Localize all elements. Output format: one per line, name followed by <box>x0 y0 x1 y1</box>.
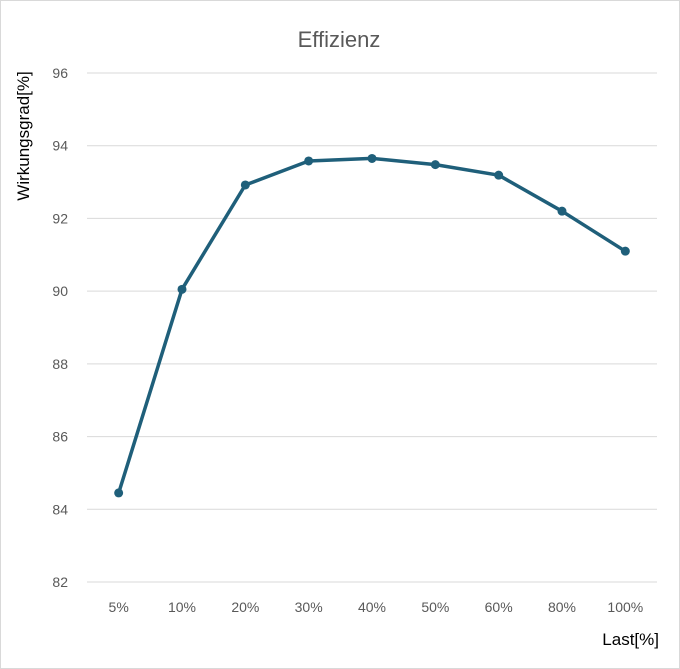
x-tick-label: 80% <box>548 599 576 615</box>
x-tick-label: 5% <box>109 599 129 615</box>
data-point <box>557 206 567 216</box>
data-point <box>494 170 504 180</box>
y-tick-label: 94 <box>52 138 68 154</box>
y-tick-label: 90 <box>52 283 68 299</box>
x-tick-label: 50% <box>421 599 449 615</box>
y-axis-title: Wirkungsgrad[%] <box>14 71 33 200</box>
series-line <box>116 156 628 495</box>
gridlines <box>87 72 657 583</box>
x-axis-title: Last[%] <box>602 630 659 649</box>
x-tick-label: 30% <box>295 599 323 615</box>
data-point <box>430 160 440 170</box>
x-axis-ticks: 5% 10% 20% 30% 40% 50% 60% 80% 100% <box>109 599 644 615</box>
data-point <box>620 246 630 256</box>
x-tick-label: 60% <box>485 599 513 615</box>
y-tick-label: 82 <box>52 574 68 590</box>
chart-title: Effizienz <box>298 27 381 52</box>
x-tick-label: 40% <box>358 599 386 615</box>
y-axis-ticks: 82 84 86 88 90 92 94 96 <box>52 65 68 590</box>
data-point <box>367 153 377 163</box>
y-tick-label: 86 <box>52 429 68 445</box>
data-point <box>114 488 124 498</box>
y-tick-label: 88 <box>52 356 68 372</box>
x-tick-label: 20% <box>231 599 259 615</box>
data-point <box>240 180 250 190</box>
x-tick-label: 10% <box>168 599 196 615</box>
data-series <box>114 153 630 498</box>
data-point <box>177 284 187 294</box>
x-tick-label: 100% <box>607 599 643 615</box>
data-point <box>304 156 314 166</box>
y-tick-label: 84 <box>52 501 68 517</box>
y-tick-label: 92 <box>52 210 68 226</box>
y-tick-label: 96 <box>52 65 68 81</box>
